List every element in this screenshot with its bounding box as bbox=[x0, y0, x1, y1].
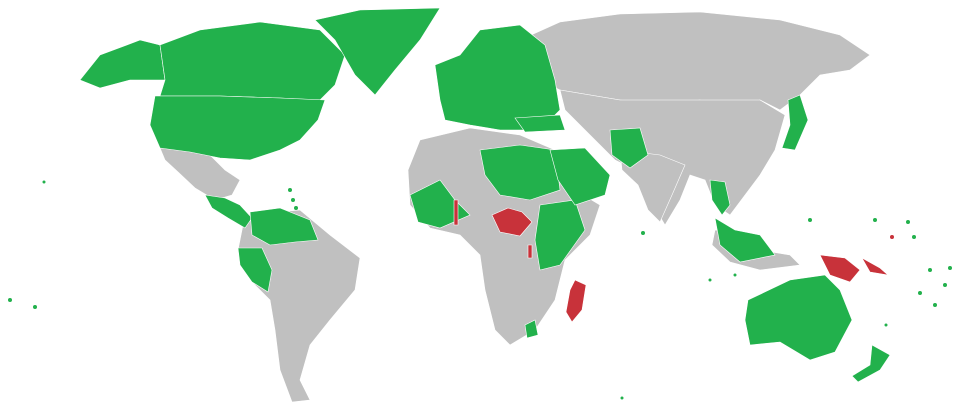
island-marker bbox=[733, 273, 737, 277]
greenland bbox=[314, 7, 441, 96]
turkey bbox=[514, 114, 566, 133]
island-marker bbox=[33, 305, 37, 309]
south-america bbox=[237, 209, 361, 403]
madagascar bbox=[565, 279, 587, 323]
peru bbox=[237, 247, 273, 293]
east-africa bbox=[534, 199, 586, 271]
west-africa-red-strip bbox=[453, 199, 459, 226]
europe bbox=[434, 24, 561, 131]
central-and-east-asia bbox=[559, 89, 786, 226]
australia bbox=[744, 274, 853, 361]
island-marker bbox=[948, 266, 952, 270]
central-african-republic bbox=[491, 207, 533, 237]
island-marker bbox=[620, 396, 624, 400]
green-regions bbox=[79, 7, 891, 383]
iran-afghanistan bbox=[609, 127, 649, 169]
red-regions bbox=[453, 199, 889, 323]
india bbox=[619, 149, 686, 223]
island-marker bbox=[8, 298, 12, 302]
new-zealand bbox=[851, 344, 891, 383]
northern-south-america bbox=[249, 207, 319, 246]
malaysia-indonesia bbox=[714, 217, 776, 263]
island-marker bbox=[943, 283, 947, 287]
island-marker bbox=[288, 188, 292, 192]
alaska bbox=[79, 39, 166, 89]
island-marker bbox=[884, 323, 888, 327]
island-marker bbox=[912, 235, 916, 239]
island-marker bbox=[708, 278, 712, 282]
island-marker bbox=[906, 220, 910, 224]
east-africa-red-strip bbox=[527, 244, 533, 259]
island-marker bbox=[928, 268, 932, 272]
mainland-southeast-asia bbox=[709, 179, 731, 216]
north-africa bbox=[479, 144, 561, 201]
japan bbox=[781, 94, 809, 151]
island-marker bbox=[808, 218, 812, 222]
island-marker bbox=[918, 291, 922, 295]
southern-africa-east bbox=[524, 319, 539, 339]
canada bbox=[159, 21, 346, 101]
island-marker bbox=[933, 303, 937, 307]
island-markers bbox=[8, 180, 952, 400]
island-marker-red bbox=[890, 235, 894, 239]
arabian-peninsula bbox=[549, 147, 611, 206]
papua-new-guinea bbox=[819, 254, 861, 283]
island-marker bbox=[291, 198, 295, 202]
united-states bbox=[149, 95, 326, 161]
solomon-islands bbox=[861, 257, 889, 276]
central-america bbox=[204, 194, 253, 229]
island-marker bbox=[873, 218, 877, 222]
island-marker bbox=[294, 206, 298, 210]
island-marker bbox=[42, 180, 46, 184]
island-marker bbox=[641, 231, 645, 235]
